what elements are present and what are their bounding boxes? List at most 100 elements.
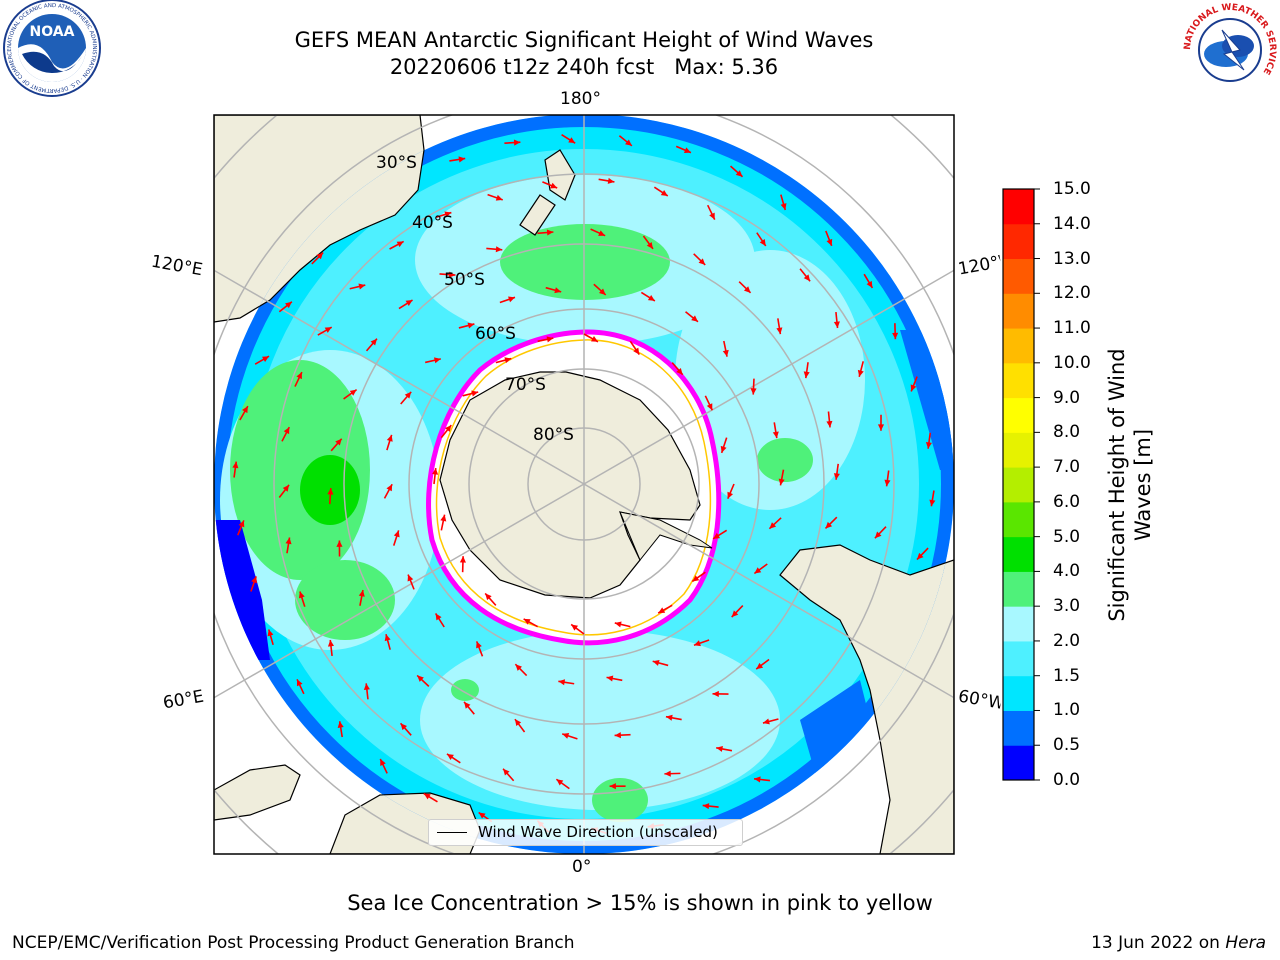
wave-arrow-head — [444, 425, 452, 432]
wave-arrow-head — [713, 532, 721, 539]
wave-arrow-head — [523, 618, 531, 625]
wave-arrow-head — [754, 776, 761, 783]
wave-arrow-head — [495, 246, 503, 253]
colorbar-tick-label: 12.0 — [1053, 283, 1091, 304]
wave-arrow-head — [417, 675, 424, 682]
wave-arrow-head — [857, 369, 864, 377]
wave-arrow-head — [467, 322, 475, 329]
wave-arrow-head — [380, 758, 386, 766]
colorbar-tick-label: 14.0 — [1053, 213, 1091, 234]
wave-arrow-head — [336, 540, 343, 547]
lat-label-60s: 60°S — [475, 324, 516, 344]
colorbar-swatch — [1003, 571, 1034, 607]
wave-arrow-head — [495, 194, 503, 201]
wave-arrow-head — [647, 294, 655, 301]
colorbar-title-line-1: Significant Height of Wind — [1105, 348, 1129, 622]
wave-arrow-head — [444, 211, 452, 218]
wave-arrow-head — [743, 286, 751, 293]
wave-arrow-head — [633, 347, 640, 355]
wave-arrow-head — [335, 438, 342, 446]
wave-arrow-head — [386, 484, 393, 492]
wave-arrow-head — [316, 252, 324, 260]
wave-arrow-head — [433, 357, 441, 364]
sea-ice-caption: Sea Ice Concentration > 15% is shown in … — [347, 891, 933, 915]
wave-arrow-head — [720, 445, 727, 453]
svg-text:NOAA: NOAA — [30, 24, 75, 40]
wave-arrow-head — [556, 779, 564, 786]
colorbar-swatch — [1003, 397, 1034, 433]
map-frame — [213, 114, 955, 855]
colorbar-tick-label: 11.0 — [1053, 318, 1091, 339]
colorbar-swatch — [1003, 293, 1034, 329]
lon-label-180: 180° — [560, 89, 601, 109]
colorbar-title-line-2: Waves [m] — [1131, 428, 1155, 542]
colorbar-tick-label: 0.0 — [1053, 770, 1081, 790]
lat-label-70s: 70°S — [505, 375, 546, 395]
lon-label-0: 0° — [572, 857, 592, 877]
colorbar-tick-label: 8.0 — [1053, 422, 1081, 443]
colorbar-swatch — [1003, 258, 1034, 294]
colorbar-swatch — [1003, 710, 1034, 746]
noaa-logo: NATIONAL OCEANIC AND ATMOSPHERIC ADMINIS… — [0, 0, 104, 100]
wave-arrow-head — [504, 357, 512, 364]
wave-arrow-head — [693, 640, 701, 647]
wave-arrow-head — [877, 424, 885, 431]
footer-producer: NCEP/EMC/Verification Post Processing Pr… — [12, 933, 575, 953]
wave-arrow-head — [716, 745, 723, 752]
wave-arrow-head — [546, 336, 554, 343]
wave-arrow-head — [706, 403, 713, 411]
wave-arrow-head — [471, 390, 479, 397]
wave-arrow-head — [242, 406, 248, 414]
wave-arrow-head — [358, 590, 365, 597]
wave-arrow-head — [683, 147, 691, 153]
wave-arrow-head — [772, 431, 779, 439]
wave-arrow-head — [503, 768, 510, 776]
wave-arrow-head — [546, 229, 554, 236]
wave-arrow-head — [267, 629, 274, 637]
colorbar-swatch — [1003, 362, 1034, 399]
colorbar-swatch — [1003, 745, 1034, 781]
wave-arrow-head — [925, 442, 932, 449]
wave-arrow-head — [251, 576, 257, 584]
wave-arrow-head — [712, 690, 719, 697]
wave-arrow-head — [731, 610, 739, 618]
wave-arrow-head — [238, 520, 245, 528]
colorbar-tick-label: 7.0 — [1053, 457, 1081, 478]
wave-arrow-head — [698, 258, 706, 265]
legend-line-swatch — [437, 832, 467, 833]
wave-arrow-head — [514, 719, 522, 727]
wave-arrow-head — [727, 491, 734, 499]
wave-arrow-head — [458, 156, 466, 163]
wave-arrow-head — [614, 621, 622, 628]
colorbar-swatch — [1003, 223, 1034, 260]
wave-arrow-head — [393, 530, 400, 538]
wave-arrow-head — [558, 679, 566, 686]
wave-arrow-head — [440, 514, 447, 522]
wave-arrow-head — [625, 139, 632, 146]
wave-arrow-head — [833, 321, 840, 329]
colorbar-tick-label: 5.0 — [1053, 526, 1081, 547]
wave-arrow-head — [825, 521, 833, 529]
wave-arrow-head — [262, 356, 270, 363]
colorbar-swatch — [1003, 189, 1034, 225]
colorbar-tick-label: 3.0 — [1053, 596, 1081, 617]
wave-arrow-head — [652, 659, 660, 666]
title-line-2: 20220606 t12z 240h fcst Max: 5.36 — [389, 55, 779, 79]
wave-arrow-head — [598, 288, 606, 295]
wave-arrow-head — [607, 177, 615, 184]
wave-arrow-head — [568, 137, 576, 144]
legend: Wind Wave Direction (unscaled) — [428, 819, 743, 846]
wave-arrow-head — [432, 468, 439, 475]
colorbar-tick-label: 0.5 — [1053, 735, 1081, 756]
wave-arrow-head — [759, 239, 766, 246]
wave-arrow-head — [435, 613, 442, 621]
colorbar-tick-label: 1.5 — [1053, 665, 1081, 686]
colorbar-tick-label: 10.0 — [1053, 352, 1091, 373]
colorbar-tick-label: 1.0 — [1053, 700, 1081, 721]
wave-arrow-head — [778, 478, 785, 486]
wave-arrow-head — [513, 139, 521, 146]
wave-arrow-head — [892, 332, 899, 340]
wave-arrow-head — [400, 723, 408, 731]
graticule — [214, 115, 954, 854]
wave-arrow-head — [296, 679, 303, 687]
